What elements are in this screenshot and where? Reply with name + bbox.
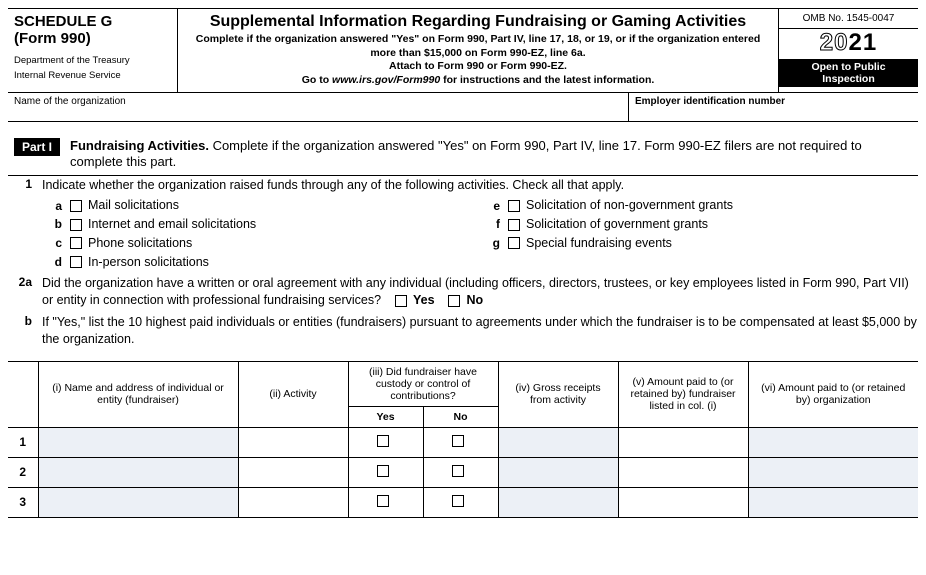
dept-1: Department of the Treasury	[14, 55, 171, 66]
form990-link[interactable]: www.irs.gov/Form990	[332, 74, 440, 86]
checkbox-2a-yes[interactable]	[395, 295, 407, 307]
checkbox-r3-no[interactable]	[452, 495, 464, 507]
opt-b: Internet and email solicitations	[88, 216, 256, 233]
cell-activity-1[interactable]	[238, 427, 348, 457]
table-row: 2	[8, 457, 918, 487]
form-label: (Form 990)	[14, 30, 171, 47]
cell-name-3[interactable]	[38, 487, 238, 517]
checkbox-1e[interactable]	[508, 200, 520, 212]
opt-g: Special fundraising events	[526, 235, 672, 252]
cell-gross-2[interactable]	[498, 457, 618, 487]
col-yes: Yes	[348, 406, 423, 427]
checkbox-1f[interactable]	[508, 219, 520, 231]
org-name-field[interactable]: Name of the organization	[8, 93, 628, 121]
col-iv: (iv) Gross receipts from activity	[498, 361, 618, 427]
subtitle-attach: Attach to Form 990 or Form 990-EZ.	[188, 60, 768, 74]
dept-2: Internal Revenue Service	[14, 70, 171, 81]
col-vi: (vi) Amount paid to (or retained by) org…	[748, 361, 918, 427]
opt-f: Solicitation of government grants	[526, 216, 708, 233]
opt-a: Mail solicitations	[88, 197, 179, 214]
part-1-header: Part I Fundraising Activities. Complete …	[8, 134, 918, 177]
open-public: Open to Public Inspection	[779, 59, 918, 87]
cell-paid-fundraiser-2[interactable]	[618, 457, 748, 487]
header-middle: Supplemental Information Regarding Fundr…	[178, 9, 778, 92]
checkbox-2a-no[interactable]	[448, 295, 460, 307]
col-ii: (ii) Activity	[238, 361, 348, 427]
table-row: 1	[8, 427, 918, 457]
fundraiser-table: (i) Name and address of individual or en…	[8, 361, 918, 518]
header-left: SCHEDULE G (Form 990) Department of the …	[8, 9, 178, 92]
checkbox-r1-yes[interactable]	[377, 435, 389, 447]
checkbox-1b[interactable]	[70, 219, 82, 231]
checkbox-r2-no[interactable]	[452, 465, 464, 477]
cell-activity-2[interactable]	[238, 457, 348, 487]
line-2b-num: b	[8, 314, 42, 349]
checkbox-1g[interactable]	[508, 237, 520, 249]
cell-paid-fundraiser-1[interactable]	[618, 427, 748, 457]
cell-paid-fundraiser-3[interactable]	[618, 487, 748, 517]
line-2b-text: If "Yes," list the 10 highest paid indiv…	[42, 314, 918, 349]
omb-number: OMB No. 1545-0047	[779, 9, 918, 29]
checkbox-1c[interactable]	[70, 237, 82, 249]
cell-activity-3[interactable]	[238, 487, 348, 517]
opt-c: Phone solicitations	[88, 235, 192, 252]
checkbox-1a[interactable]	[70, 200, 82, 212]
cell-gross-1[interactable]	[498, 427, 618, 457]
cell-paid-org-2[interactable]	[748, 457, 918, 487]
line-1-num: 1	[8, 177, 42, 194]
part-1-label: Part I	[14, 138, 60, 156]
opt-d: In-person solicitations	[88, 254, 209, 271]
ein-field[interactable]: Employer identification number	[628, 93, 918, 121]
cell-paid-org-3[interactable]	[748, 487, 918, 517]
cell-name-1[interactable]	[38, 427, 238, 457]
line-1-text: Indicate whether the organization raised…	[42, 177, 918, 194]
col-iii: (iii) Did fundraiser have custody or con…	[348, 361, 498, 406]
checkbox-1d[interactable]	[70, 256, 82, 268]
subtitle-1: Complete if the organization answered "Y…	[188, 33, 768, 60]
subtitle-link: Go to www.irs.gov/Form990 for instructio…	[188, 74, 768, 88]
schedule-label: SCHEDULE G	[14, 13, 171, 30]
opt-e: Solicitation of non-government grants	[526, 197, 733, 214]
col-no: No	[423, 406, 498, 427]
checkbox-r2-yes[interactable]	[377, 465, 389, 477]
header-right: OMB No. 1545-0047 2021 Open to Public In…	[778, 9, 918, 92]
cell-paid-org-1[interactable]	[748, 427, 918, 457]
cell-name-2[interactable]	[38, 457, 238, 487]
table-row: 3	[8, 487, 918, 517]
col-v: (v) Amount paid to (or retained by) fund…	[618, 361, 748, 427]
tax-year: 2021	[779, 29, 918, 59]
line-2a-num: 2a	[8, 275, 42, 310]
cell-gross-3[interactable]	[498, 487, 618, 517]
checkbox-r1-no[interactable]	[452, 435, 464, 447]
part-1-title: Fundraising Activities.	[70, 138, 209, 153]
col-i: (i) Name and address of individual or en…	[38, 361, 238, 427]
checkbox-r3-yes[interactable]	[377, 495, 389, 507]
form-title: Supplemental Information Regarding Fundr…	[188, 13, 768, 31]
